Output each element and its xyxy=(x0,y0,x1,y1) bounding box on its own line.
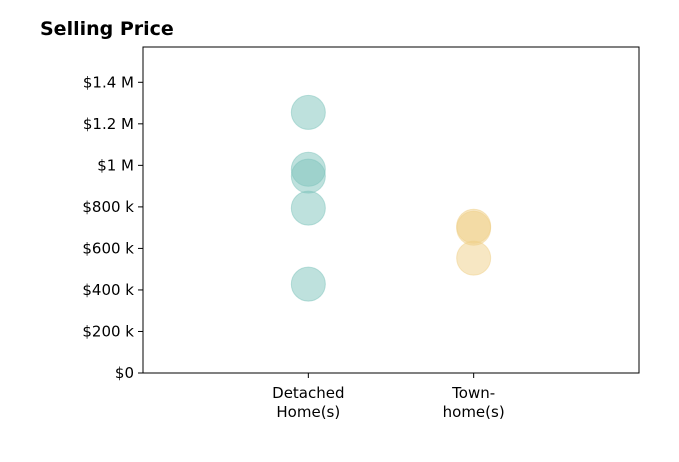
y-tick-label: $200 k xyxy=(82,322,134,340)
y-tick-label: $1.2 M xyxy=(83,115,134,133)
y-tick-label: $1.4 M xyxy=(83,73,134,91)
plot-frame xyxy=(142,46,640,374)
point xyxy=(290,266,326,302)
point xyxy=(456,240,492,276)
y-tick-label: $600 k xyxy=(82,239,134,257)
y-tick-label: $1 M xyxy=(97,156,134,174)
point xyxy=(456,210,492,246)
y-tick-label: $800 k xyxy=(82,198,134,216)
point xyxy=(290,94,326,130)
x-tick-label: Detached Home(s) xyxy=(272,384,344,421)
point xyxy=(290,158,326,194)
x-tick-label: Town-home(s) xyxy=(443,384,505,421)
y-tick-label: $0 xyxy=(115,364,134,382)
chart-title: Selling Price xyxy=(40,18,174,40)
point xyxy=(290,190,326,226)
y-tick-label: $400 k xyxy=(82,281,134,299)
